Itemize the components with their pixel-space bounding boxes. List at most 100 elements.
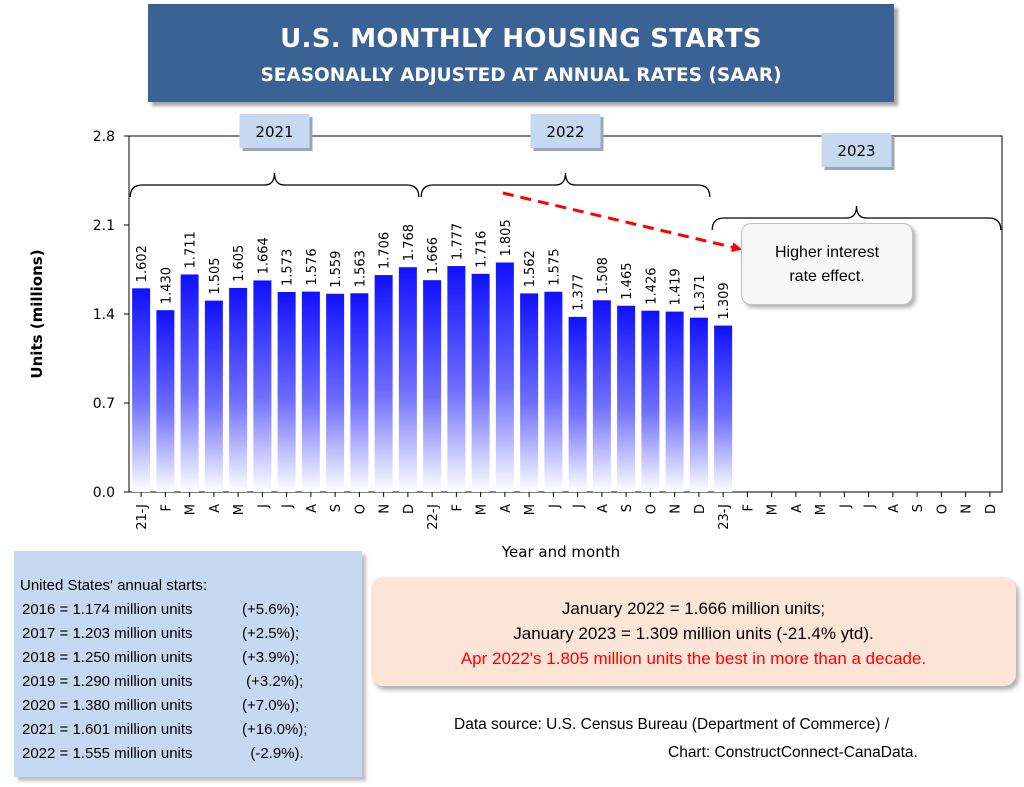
bar-value-label: 1.805 xyxy=(499,219,514,256)
annual-row: 2021 = 1.601 million units (+16.0%); xyxy=(22,721,307,738)
bar-value-label: 1.419 xyxy=(669,268,684,305)
x-tick-label: N xyxy=(378,504,393,514)
bar-value-label: 1.562 xyxy=(523,250,538,287)
y-axis-label: Units (millions) xyxy=(28,249,46,378)
year-label-box xyxy=(530,114,601,148)
bar-value-label: 1.559 xyxy=(329,251,344,288)
bar-value-label: 1.716 xyxy=(475,231,490,268)
january-comparison-box: January 2022 = 1.666 million units; Janu… xyxy=(371,577,1016,686)
annual-row-text: 2017 = 1.203 million units xyxy=(22,625,193,642)
bar xyxy=(350,293,369,492)
source-line-2: Chart: ConstructConnect-CanaData. xyxy=(668,744,918,761)
annual-starts-header: United States' annual starts: xyxy=(20,577,208,594)
x-tick-label: O xyxy=(935,504,950,514)
annual-row-pct: (+16.0%); xyxy=(242,721,308,738)
y-tick-label: 0.7 xyxy=(93,396,115,412)
bar-value-label: 1.426 xyxy=(644,267,659,304)
annual-row-text: 2022 = 1.555 million units xyxy=(22,745,193,762)
chart-title: U.S. MONTHLY HOUSING STARTS xyxy=(280,24,762,54)
annual-row-text: 2021 = 1.601 million units xyxy=(22,721,193,738)
x-tick-label: M xyxy=(766,504,781,515)
bar xyxy=(641,310,660,492)
bar-value-label: 1.573 xyxy=(281,249,296,286)
x-tick-label: M xyxy=(475,504,490,515)
x-tick-label: S xyxy=(911,504,926,512)
year-label-box xyxy=(239,114,310,148)
bar-value-label: 1.505 xyxy=(208,257,223,294)
bar-value-label: 1.309 xyxy=(717,282,732,319)
bar xyxy=(253,280,272,492)
callout-line-1: Higher interest xyxy=(774,244,880,261)
bar xyxy=(568,316,587,492)
x-tick-label: F xyxy=(741,504,756,511)
x-tick-label: N xyxy=(960,504,975,514)
x-tick-label: F xyxy=(450,504,465,511)
x-tick-label: S xyxy=(329,504,344,512)
x-tick-label: F xyxy=(159,504,174,511)
bar xyxy=(471,273,490,492)
bar xyxy=(277,292,296,492)
x-tick-label: A xyxy=(790,504,805,513)
x-tick-label: 23-J xyxy=(717,504,732,530)
bar-value-label: 1.575 xyxy=(547,249,562,286)
bar xyxy=(374,275,393,492)
bar xyxy=(326,293,345,492)
annual-row-text: 2019 = 1.290 million units xyxy=(22,673,193,690)
annual-row: 2018 = 1.250 million units (+3.9%); xyxy=(22,649,299,666)
bar-value-label: 1.430 xyxy=(159,267,174,304)
annual-row-pct: (+5.6%); xyxy=(242,601,300,618)
x-tick-label: M xyxy=(184,504,199,515)
bar xyxy=(301,291,320,492)
y-tick-label: 2.1 xyxy=(93,218,115,234)
annual-row-pct: (+3.9%); xyxy=(242,649,300,666)
bar-value-label: 1.666 xyxy=(426,237,441,274)
bar-value-label: 1.605 xyxy=(232,245,247,282)
annual-row: 2020 = 1.380 million units (+7.0%); xyxy=(22,697,299,714)
year-brace xyxy=(420,172,711,198)
bar xyxy=(714,325,733,492)
bar xyxy=(132,288,151,492)
callout-line-2: rate effect. xyxy=(789,268,865,285)
x-tick-label: A xyxy=(208,504,223,513)
trend-arrow xyxy=(502,191,742,253)
annual-row: 2016 = 1.174 million units (+5.6%); xyxy=(22,601,299,618)
x-tick-label: O xyxy=(353,504,368,514)
bar xyxy=(617,305,636,492)
annual-row-pct: (+7.0%); xyxy=(242,697,300,714)
x-tick-label: J xyxy=(572,504,587,509)
x-tick-label: D xyxy=(693,504,708,514)
annual-row-text: 2018 = 1.250 million units xyxy=(22,649,193,666)
x-tick-label: 22-J xyxy=(426,504,441,530)
bar-value-label: 1.508 xyxy=(596,257,611,294)
bar-value-label: 1.377 xyxy=(572,274,587,311)
bar xyxy=(204,300,223,492)
bar xyxy=(447,266,466,492)
jan-line-3: Apr 2022's 1.805 million units the best … xyxy=(460,649,927,668)
annual-row: 2019 = 1.290 million units (+3.2%); xyxy=(22,673,303,690)
x-tick-label: J xyxy=(838,504,853,509)
bar-value-label: 1.777 xyxy=(450,223,465,260)
x-tick-label: O xyxy=(644,504,659,514)
x-tick-label: J xyxy=(256,504,271,509)
bar xyxy=(520,293,539,492)
x-tick-label: M xyxy=(814,504,829,515)
jan-line-2: January 2023 = 1.309 million units (-21.… xyxy=(513,624,874,643)
bar xyxy=(423,280,442,492)
annual-starts-box: United States' annual starts: 2016 = 1.1… xyxy=(14,551,362,777)
x-tick-label: D xyxy=(402,504,417,514)
title-banner: U.S. MONTHLY HOUSING STARTS SEASONALLY A… xyxy=(148,4,894,102)
x-tick-label: J xyxy=(281,504,296,509)
x-tick-label: A xyxy=(887,504,902,513)
bar xyxy=(156,310,175,492)
x-tick-label: J xyxy=(547,504,562,509)
annual-row-pct: (-2.9%). xyxy=(242,745,304,762)
x-tick-label: 21-J xyxy=(135,504,150,530)
bar-value-label: 1.664 xyxy=(256,237,271,274)
bar-value-label: 1.563 xyxy=(353,250,368,287)
chart-subtitle: SEASONALLY ADJUSTED AT ANNUAL RATES (SAA… xyxy=(260,65,782,86)
bar-value-label: 1.768 xyxy=(402,224,417,261)
x-tick-label: A xyxy=(596,504,611,513)
annual-row: 2022 = 1.555 million units (-2.9%). xyxy=(22,745,304,762)
x-tick-label: M xyxy=(523,504,538,515)
annual-row-pct: (+2.5%); xyxy=(242,625,300,642)
